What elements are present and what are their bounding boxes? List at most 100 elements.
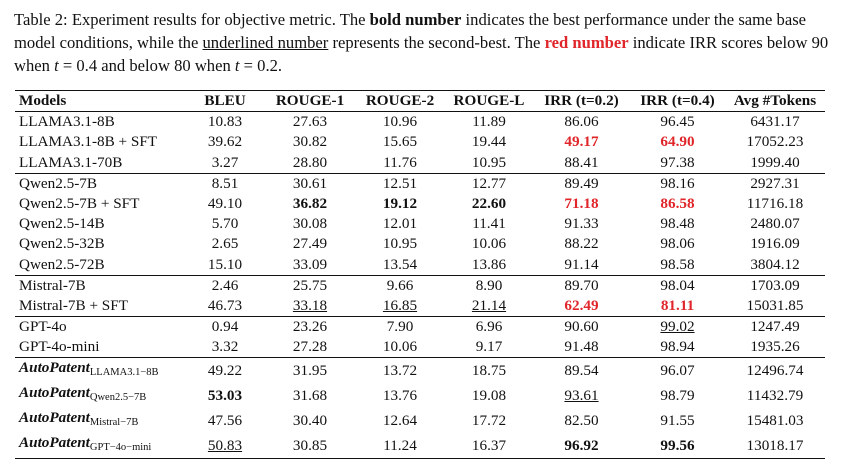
- column-header: BLEU: [204, 92, 246, 110]
- metric-cell: 13.76: [382, 386, 418, 404]
- metric-cell: 62.49: [533, 296, 630, 317]
- column-header: IRR (t=0.4): [640, 92, 715, 110]
- metric-cell: 13.72: [382, 361, 418, 379]
- metric-cell: 30.08: [292, 215, 328, 233]
- metric-cell: 10.06: [471, 235, 507, 253]
- metric-cell: 6.96: [475, 318, 503, 336]
- caption-segment: t: [54, 56, 59, 75]
- metric-cell: 15031.85: [746, 296, 804, 314]
- metric-cell: 11.24: [383, 436, 417, 454]
- metric-cell: 11432.79: [746, 386, 804, 404]
- caption-segment: indicate IRR scores below 90 when: [14, 33, 829, 75]
- cell-text: 22.60: [471, 195, 507, 213]
- metric-cell: 17.72: [471, 411, 507, 429]
- metric-cell: 13.54: [382, 255, 418, 273]
- cell-text: 93.61: [564, 386, 599, 404]
- metric-cell: 27.28: [292, 338, 328, 356]
- metric-cell: 21.14: [445, 296, 533, 317]
- caption-segment: red number: [544, 33, 629, 52]
- table-row: LLAMA3.1-70B 3.27 28.80 11.76 10.95 88.41 97.3…: [15, 153, 825, 174]
- metric-cell: 28.80: [292, 153, 328, 171]
- metric-cell: 1247.49: [750, 318, 800, 336]
- header-row: Models BLEU ROUGE-1 ROUGE-2 ROUGE-L IRR (t=0.…: [15, 90, 825, 112]
- model-subscript: GPT−4o−mini: [89, 442, 152, 454]
- metric-cell: 13.86: [471, 255, 507, 273]
- model-name: Qwen2.5-14B: [19, 215, 105, 233]
- caption-segment: bold number: [369, 10, 462, 29]
- metric-cell: 53.03: [185, 383, 265, 408]
- table-row: GPT-4o 0.94 23.26 7.90 6.96 90.60 99.02 1247.49: [15, 317, 825, 338]
- metric-cell: 93.61: [533, 383, 630, 408]
- model-name: Qwen2.5-32B: [19, 235, 105, 253]
- caption-segment: Table 2: Experiment results for objectiv…: [14, 10, 370, 29]
- metric-cell: 2480.07: [750, 215, 800, 233]
- metric-cell: 98.58: [660, 255, 695, 273]
- column-header: IRR (t=0.2): [544, 92, 619, 110]
- column-header: ROUGE-1: [275, 92, 345, 110]
- metric-cell: 19.08: [471, 386, 507, 404]
- metric-cell: 6431.17: [750, 113, 800, 131]
- table-row: LLAMA3.1-8B 10.83 27.63 10.96 11.89 86.06 96.4…: [15, 112, 825, 133]
- cell-text: 81.11: [660, 296, 695, 314]
- metric-cell: 96.07: [660, 361, 695, 379]
- cell-text: AutoPatentQwen2.5−7B: [19, 384, 147, 404]
- column-header: Models: [19, 92, 67, 110]
- metric-cell: 99.56: [630, 433, 725, 459]
- metric-cell: 10.06: [382, 338, 418, 356]
- column-header: Avg #Tokens: [733, 92, 817, 110]
- metric-cell: 12.51: [382, 174, 418, 192]
- metric-cell: 81.11: [630, 296, 725, 317]
- table-row: Qwen2.5-32B 2.65 27.49 10.95 10.06 88.22 98.06…: [15, 234, 825, 254]
- caption-segment: = 0.4 and below 80 when: [58, 56, 235, 75]
- metric-cell: 89.49: [564, 174, 599, 192]
- table-row: Qwen2.5-14B 5.70 30.08 12.01 11.41 91.33 98.48…: [15, 214, 825, 234]
- row-group: LLAMA3.1-8B 10.83 27.63 10.96 11.89 86.06 96.4…: [15, 112, 825, 174]
- metric-cell: 11.89: [472, 113, 506, 131]
- metric-cell: 11716.18: [746, 195, 804, 213]
- metric-cell: 3.27: [211, 153, 239, 171]
- table-header: Models BLEU ROUGE-1 ROUGE-2 ROUGE-L IRR (t=0.…: [15, 90, 825, 112]
- caption-segment: = 0.2.: [239, 56, 283, 75]
- metric-cell: 2.65: [211, 235, 239, 253]
- model-subscript: Mistral−7B: [89, 417, 139, 429]
- model-name: Mistral-7B: [19, 276, 86, 294]
- cell-text: 53.03: [207, 386, 243, 404]
- metric-cell: 89.54: [564, 361, 599, 379]
- caption-segment: underlined number: [202, 33, 329, 52]
- metric-cell: 91.33: [564, 215, 599, 233]
- table-row: AutoPatentGPT−4o−mini 50.83 30.85 11.24 16.3…: [15, 433, 825, 459]
- metric-cell: 1916.09: [750, 235, 800, 253]
- metric-cell: 64.90: [630, 132, 725, 152]
- model-name: AutoPatentGPT−4o−mini: [15, 433, 185, 459]
- table-caption: Table 2: Experiment results for objectiv…: [14, 8, 829, 77]
- row-group: AutoPatentLLAMA3.1−8B 49.22 31.95 13.72 18.7…: [15, 358, 825, 459]
- metric-cell: 5.70: [211, 215, 239, 233]
- table-row: Qwen2.5-7B 8.51 30.61 12.51 12.77 89.49 98.16 2…: [15, 173, 825, 194]
- metric-cell: 30.82: [292, 133, 328, 151]
- metric-cell: 27.49: [292, 235, 328, 253]
- caption-segment: represents the second-best. The: [328, 33, 545, 52]
- metric-cell: 15.10: [207, 255, 243, 273]
- table-row: AutoPatentQwen2.5−7B 53.03 31.68 13.76 19.08…: [15, 383, 825, 408]
- table-row: AutoPatentMistral−7B 47.56 30.40 12.64 17.72…: [15, 408, 825, 433]
- metric-cell: 10.96: [382, 113, 418, 131]
- cell-text: 62.49: [564, 296, 599, 314]
- model-name: GPT-4o-mini: [19, 338, 100, 356]
- metric-cell: 90.60: [564, 318, 599, 336]
- model-name: Qwen2.5-72B: [19, 255, 105, 273]
- metric-cell: 10.95: [382, 235, 418, 253]
- cell-text: 33.18: [292, 296, 328, 314]
- metric-cell: 31.95: [292, 361, 328, 379]
- metric-cell: 99.02: [630, 317, 725, 338]
- metric-cell: 16.37: [471, 436, 507, 454]
- table-row: Qwen2.5-7B + SFT 49.10 36.82 19.12 22.60 71.1…: [15, 194, 825, 214]
- metric-cell: 98.16: [660, 174, 695, 192]
- metric-cell: 39.62: [207, 133, 243, 151]
- metric-cell: 30.40: [292, 411, 328, 429]
- model-name: LLAMA3.1-70B: [19, 153, 123, 171]
- cell-text: 21.14: [471, 296, 507, 314]
- cell-text: 16.85: [382, 296, 418, 314]
- metric-cell: 36.82: [265, 194, 355, 214]
- metric-cell: 86.06: [564, 113, 599, 131]
